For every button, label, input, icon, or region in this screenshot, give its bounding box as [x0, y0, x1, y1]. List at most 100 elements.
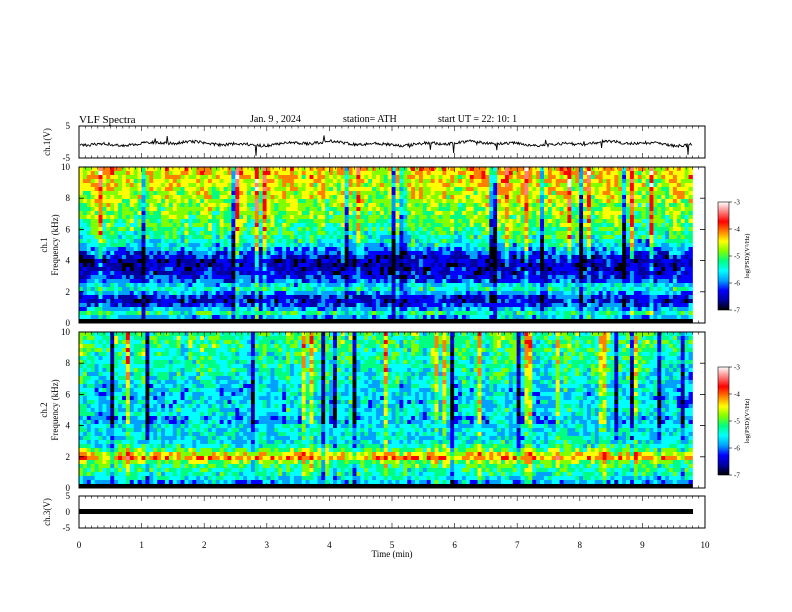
spectrogram-cell [426, 239, 432, 244]
spectrogram-cell [641, 207, 646, 212]
spectrogram-cell [602, 227, 607, 232]
spectrogram-cell [688, 251, 693, 256]
spectrogram-cell [461, 255, 467, 260]
spectrogram-cell [391, 171, 396, 176]
spectrogram-cell [254, 243, 260, 248]
spectrogram-cell [403, 183, 408, 188]
spectrogram-cell [645, 231, 650, 236]
spectrogram-cell [325, 271, 330, 276]
spectrogram-cell [688, 215, 693, 220]
spectrogram-cell [653, 175, 658, 180]
spectrogram-cell [149, 279, 154, 284]
spectrogram-cell [332, 283, 338, 288]
spectrogram-cell [344, 183, 349, 188]
spectrogram-cell [637, 287, 643, 292]
spectrogram-cell [360, 223, 365, 228]
spectrogram-cell [215, 287, 221, 292]
spectrogram-cell [415, 283, 420, 288]
spectrogram-cell [313, 283, 318, 288]
spectrogram-cell [321, 251, 326, 256]
spectrogram-cell [235, 255, 240, 260]
spectrogram-cell [594, 255, 600, 260]
spectrogram-cell [383, 243, 389, 248]
spectrogram-cell [98, 267, 103, 272]
spectrogram-cell [239, 207, 244, 212]
spectrogram-cell [586, 187, 592, 192]
spectrogram-cell [118, 219, 123, 224]
spectrogram-cell [235, 243, 240, 248]
spectrogram-cell [223, 207, 228, 212]
spectrogram-cell [98, 167, 103, 172]
spectrogram-cell [618, 247, 623, 252]
spectrogram-cell [356, 195, 361, 200]
spectrogram-cell [594, 211, 600, 216]
spectrogram-cell [665, 183, 670, 188]
spectrogram-cell [157, 179, 162, 184]
spectrogram-cell [118, 287, 123, 292]
spectrogram-cell [102, 219, 107, 224]
spectrogram-cell [676, 179, 682, 184]
spectrogram-cell [618, 271, 623, 276]
spectrogram-cell [395, 195, 400, 200]
spectrogram-cell [309, 183, 314, 188]
spectrogram-cell [504, 235, 510, 240]
spectrogram-cell [227, 191, 232, 196]
spectrogram-cell [403, 287, 408, 292]
spectrogram-cell [536, 283, 541, 288]
spectrogram-cell [567, 235, 572, 240]
spectrogram-cell [387, 215, 392, 220]
spectrogram-cell [430, 211, 435, 216]
spectrogram-cell [114, 243, 119, 248]
spectrogram-cell [387, 183, 392, 188]
spectrogram-cell [403, 235, 408, 240]
spectrogram-cell [102, 283, 107, 288]
spectrogram-cell [168, 227, 174, 232]
spectrogram-cell [551, 271, 557, 276]
spectrogram-cell [278, 175, 283, 180]
spectrogram-cell [551, 203, 557, 208]
spectrogram-cell [106, 191, 111, 196]
spectrogram-cell [90, 211, 95, 216]
spectrogram-cell [477, 263, 482, 268]
spectrogram-cell [454, 235, 459, 240]
spectrogram-cell [493, 291, 498, 296]
spectrogram-cell [407, 171, 412, 176]
spectrogram-cell [571, 279, 576, 284]
spectrogram-cell [528, 275, 533, 280]
spectrogram-cell [211, 263, 217, 268]
spectrogram-cell [489, 271, 494, 276]
spectrogram-cell [649, 175, 654, 180]
spectrogram-cell [274, 267, 279, 272]
spectrogram-cell [360, 187, 365, 192]
spectrogram-cell [313, 227, 318, 232]
spectrogram-cell [332, 239, 338, 244]
spectrogram-cell [157, 187, 162, 192]
spectrogram-cell [153, 223, 158, 228]
spectrogram-cell [219, 231, 224, 236]
spectrogram-cell [504, 239, 510, 244]
spectrogram-cell [508, 175, 514, 180]
spectrogram-cell [465, 279, 471, 284]
spectrogram-cell [282, 239, 287, 244]
spectrogram-cell [501, 175, 506, 180]
spectrogram-cell [680, 251, 686, 256]
spectrogram-cell [121, 279, 127, 284]
spectrogram-cell [626, 187, 631, 192]
spectrogram-cell [641, 183, 646, 188]
spectrogram-cell [368, 259, 373, 264]
spectrogram-cell [551, 223, 557, 228]
spectrogram-cell [305, 263, 310, 268]
spectrogram-cell [180, 275, 185, 280]
spectrogram-cell [504, 267, 510, 272]
spectrogram-cell [434, 223, 439, 228]
spectrogram-cell [313, 263, 318, 268]
spectrogram-cell [356, 191, 361, 196]
spectrogram-cell [145, 187, 150, 192]
spectrogram-cell [618, 179, 623, 184]
spectrogram-cell [227, 179, 232, 184]
spectrogram-cell [403, 203, 408, 208]
spectrogram-cell [141, 183, 146, 188]
spectrogram-cell [489, 291, 494, 296]
spectrogram-cell [618, 195, 623, 200]
spectrogram-cell [669, 215, 674, 220]
